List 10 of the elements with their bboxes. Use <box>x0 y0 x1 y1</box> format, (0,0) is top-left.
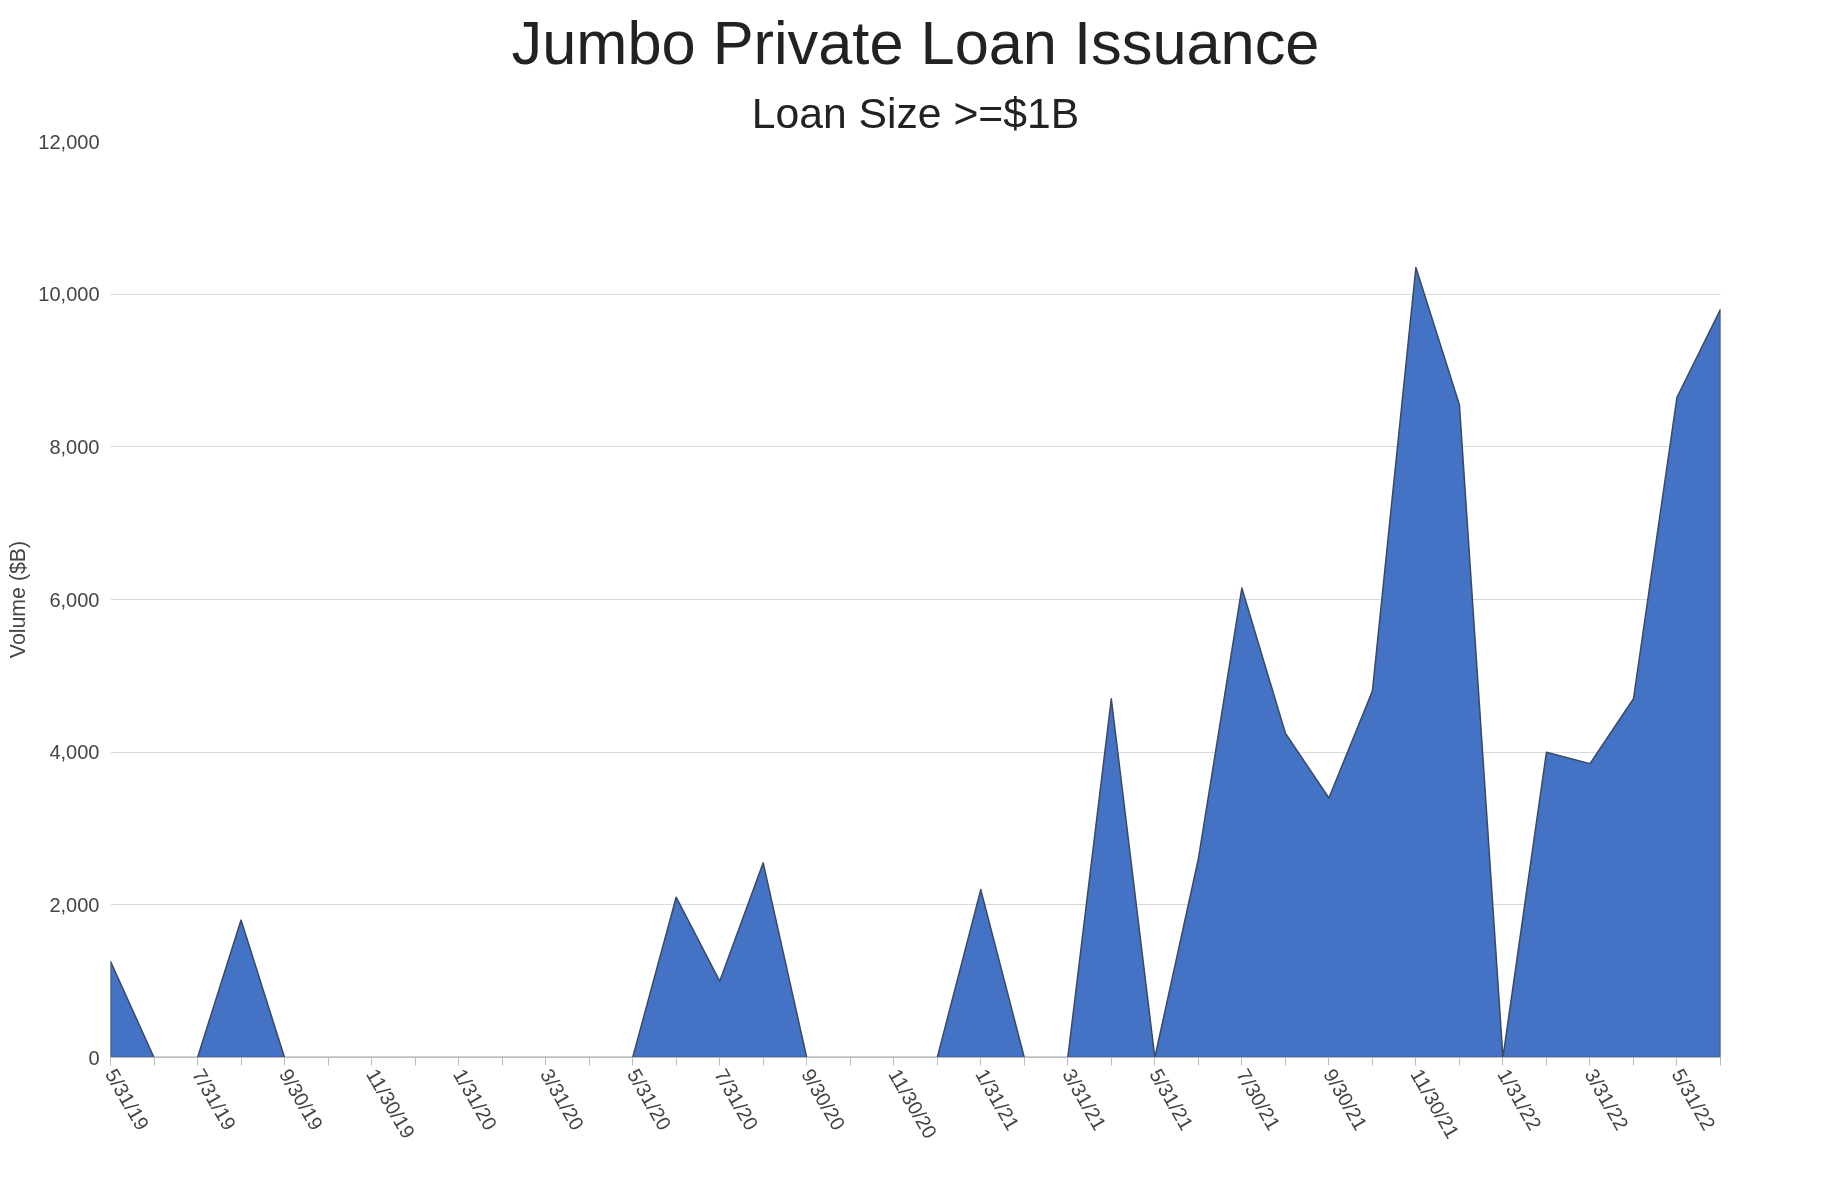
y-tick-label: 4,000 <box>49 741 100 764</box>
y-tick-label: 0 <box>88 1046 100 1069</box>
y-tick-label: 2,000 <box>49 893 100 916</box>
y-tick-label: 6,000 <box>49 588 100 611</box>
chart-subtitle: Loan Size >=$1B <box>751 88 1080 137</box>
chart-title: Jumbo Private Loan Issuance <box>511 7 1320 77</box>
y-tick-label: 8,000 <box>49 435 100 458</box>
y-axis-title: Volume ($B) <box>6 540 31 659</box>
y-tick-label: 10,000 <box>38 283 100 306</box>
y-tick-label: 12,000 <box>38 130 100 153</box>
